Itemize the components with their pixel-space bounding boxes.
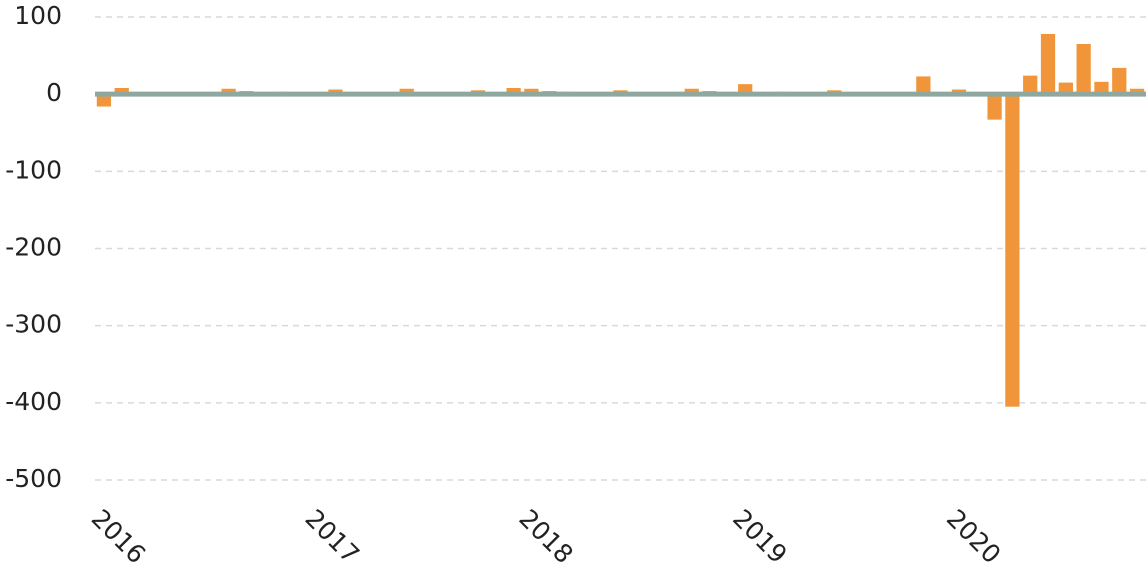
y-tick-label: -500	[5, 464, 62, 493]
bar	[916, 76, 931, 95]
bar	[114, 87, 129, 95]
x-tick-label: 2018	[513, 504, 578, 569]
bar	[1094, 81, 1109, 95]
bar	[1023, 75, 1038, 95]
bar	[987, 94, 1002, 120]
bar	[1076, 44, 1091, 95]
bar	[96, 94, 112, 107]
bar	[1005, 94, 1020, 407]
bar	[506, 87, 521, 95]
bar	[1040, 33, 1056, 95]
bar	[221, 88, 236, 95]
x-tick-label: 2019	[727, 504, 792, 569]
y-tick-label: 100	[14, 1, 62, 30]
bar	[1058, 82, 1073, 95]
bar	[1129, 88, 1145, 95]
y-tick-label: -200	[5, 233, 62, 262]
bar	[399, 88, 414, 95]
bar	[684, 88, 699, 95]
y-tick-label: -300	[5, 310, 62, 339]
y-tick-label: -400	[5, 387, 62, 416]
x-tick-label: 2017	[300, 504, 365, 569]
bar	[524, 88, 539, 95]
x-tick-label: 2020	[941, 504, 1006, 569]
bar	[1112, 67, 1127, 95]
y-tick-label: -100	[5, 155, 62, 184]
x-tick-label: 2016	[86, 504, 151, 569]
bar	[738, 84, 753, 95]
y-tick-label: 0	[46, 78, 62, 107]
